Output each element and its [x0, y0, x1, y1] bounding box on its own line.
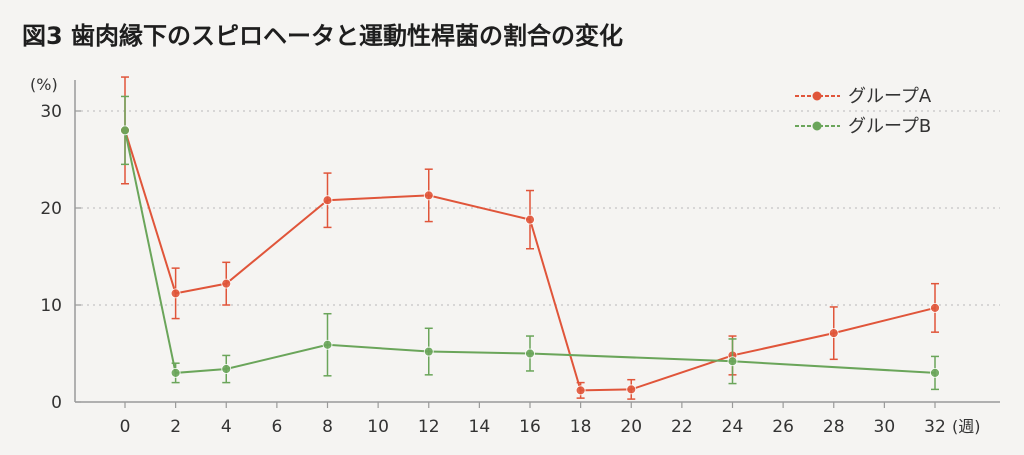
- x-tick-label: 12: [418, 417, 440, 437]
- data-point: [727, 356, 738, 367]
- grid: [75, 110, 1000, 306]
- data-point: [170, 367, 181, 378]
- data-point: [120, 125, 130, 136]
- legend-item: グループB: [795, 116, 931, 137]
- legend-marker: [812, 121, 822, 131]
- data-point: [575, 385, 586, 396]
- y-tick-label: 20: [40, 199, 62, 219]
- x-tick-label: 28: [823, 417, 845, 437]
- y-tick-label: 10: [40, 296, 62, 316]
- data-point: [423, 346, 434, 357]
- legend: グループA グループB: [795, 86, 932, 137]
- data-point: [423, 190, 434, 201]
- data-point: [930, 303, 940, 313]
- chart-title: 図3 歯肉縁下のスピロヘータと運動性桿菌の割合の変化: [22, 22, 623, 50]
- x-tick-label: 10: [367, 417, 389, 437]
- legend-label: グループB: [848, 116, 931, 137]
- x-tick-label: 26: [772, 417, 794, 437]
- x-tick-label: 16: [519, 417, 541, 437]
- x-tick-label: 4: [221, 417, 232, 437]
- x-tick-label: 18: [570, 417, 592, 437]
- data-point: [828, 328, 839, 339]
- data-point: [221, 278, 232, 289]
- data-point: [322, 339, 333, 350]
- y-axis-unit: (%): [30, 75, 58, 94]
- data-point: [170, 288, 181, 299]
- data-point: [930, 367, 940, 378]
- data-point: [525, 348, 535, 359]
- data-point: [322, 195, 333, 206]
- y-tick-label: 30: [40, 102, 62, 122]
- series-line: [124, 130, 936, 374]
- data-point: [221, 364, 232, 374]
- x-tick-label: 30: [874, 417, 896, 437]
- legend-label: グループA: [848, 86, 932, 107]
- data-point: [525, 214, 535, 225]
- x-tick-label: 20: [620, 417, 642, 437]
- x-tick-label: 24: [722, 417, 744, 437]
- y-tick-label: 0: [51, 393, 62, 413]
- legend-item: グループA: [795, 86, 932, 107]
- legend-marker: [812, 91, 822, 101]
- x-tick-label: 6: [271, 417, 282, 437]
- data-point: [626, 384, 637, 395]
- x-tick-label: 22: [671, 417, 693, 437]
- x-tick-label: 32: [924, 417, 946, 437]
- x-tick-label: 0: [120, 417, 131, 437]
- series: [120, 76, 940, 400]
- x-tick-label: 14: [469, 417, 491, 437]
- series-b: [120, 95, 940, 391]
- x-tick-label: 8: [322, 417, 333, 437]
- x-axis-unit: (週): [952, 417, 981, 436]
- x-tick-label: 2: [170, 417, 181, 437]
